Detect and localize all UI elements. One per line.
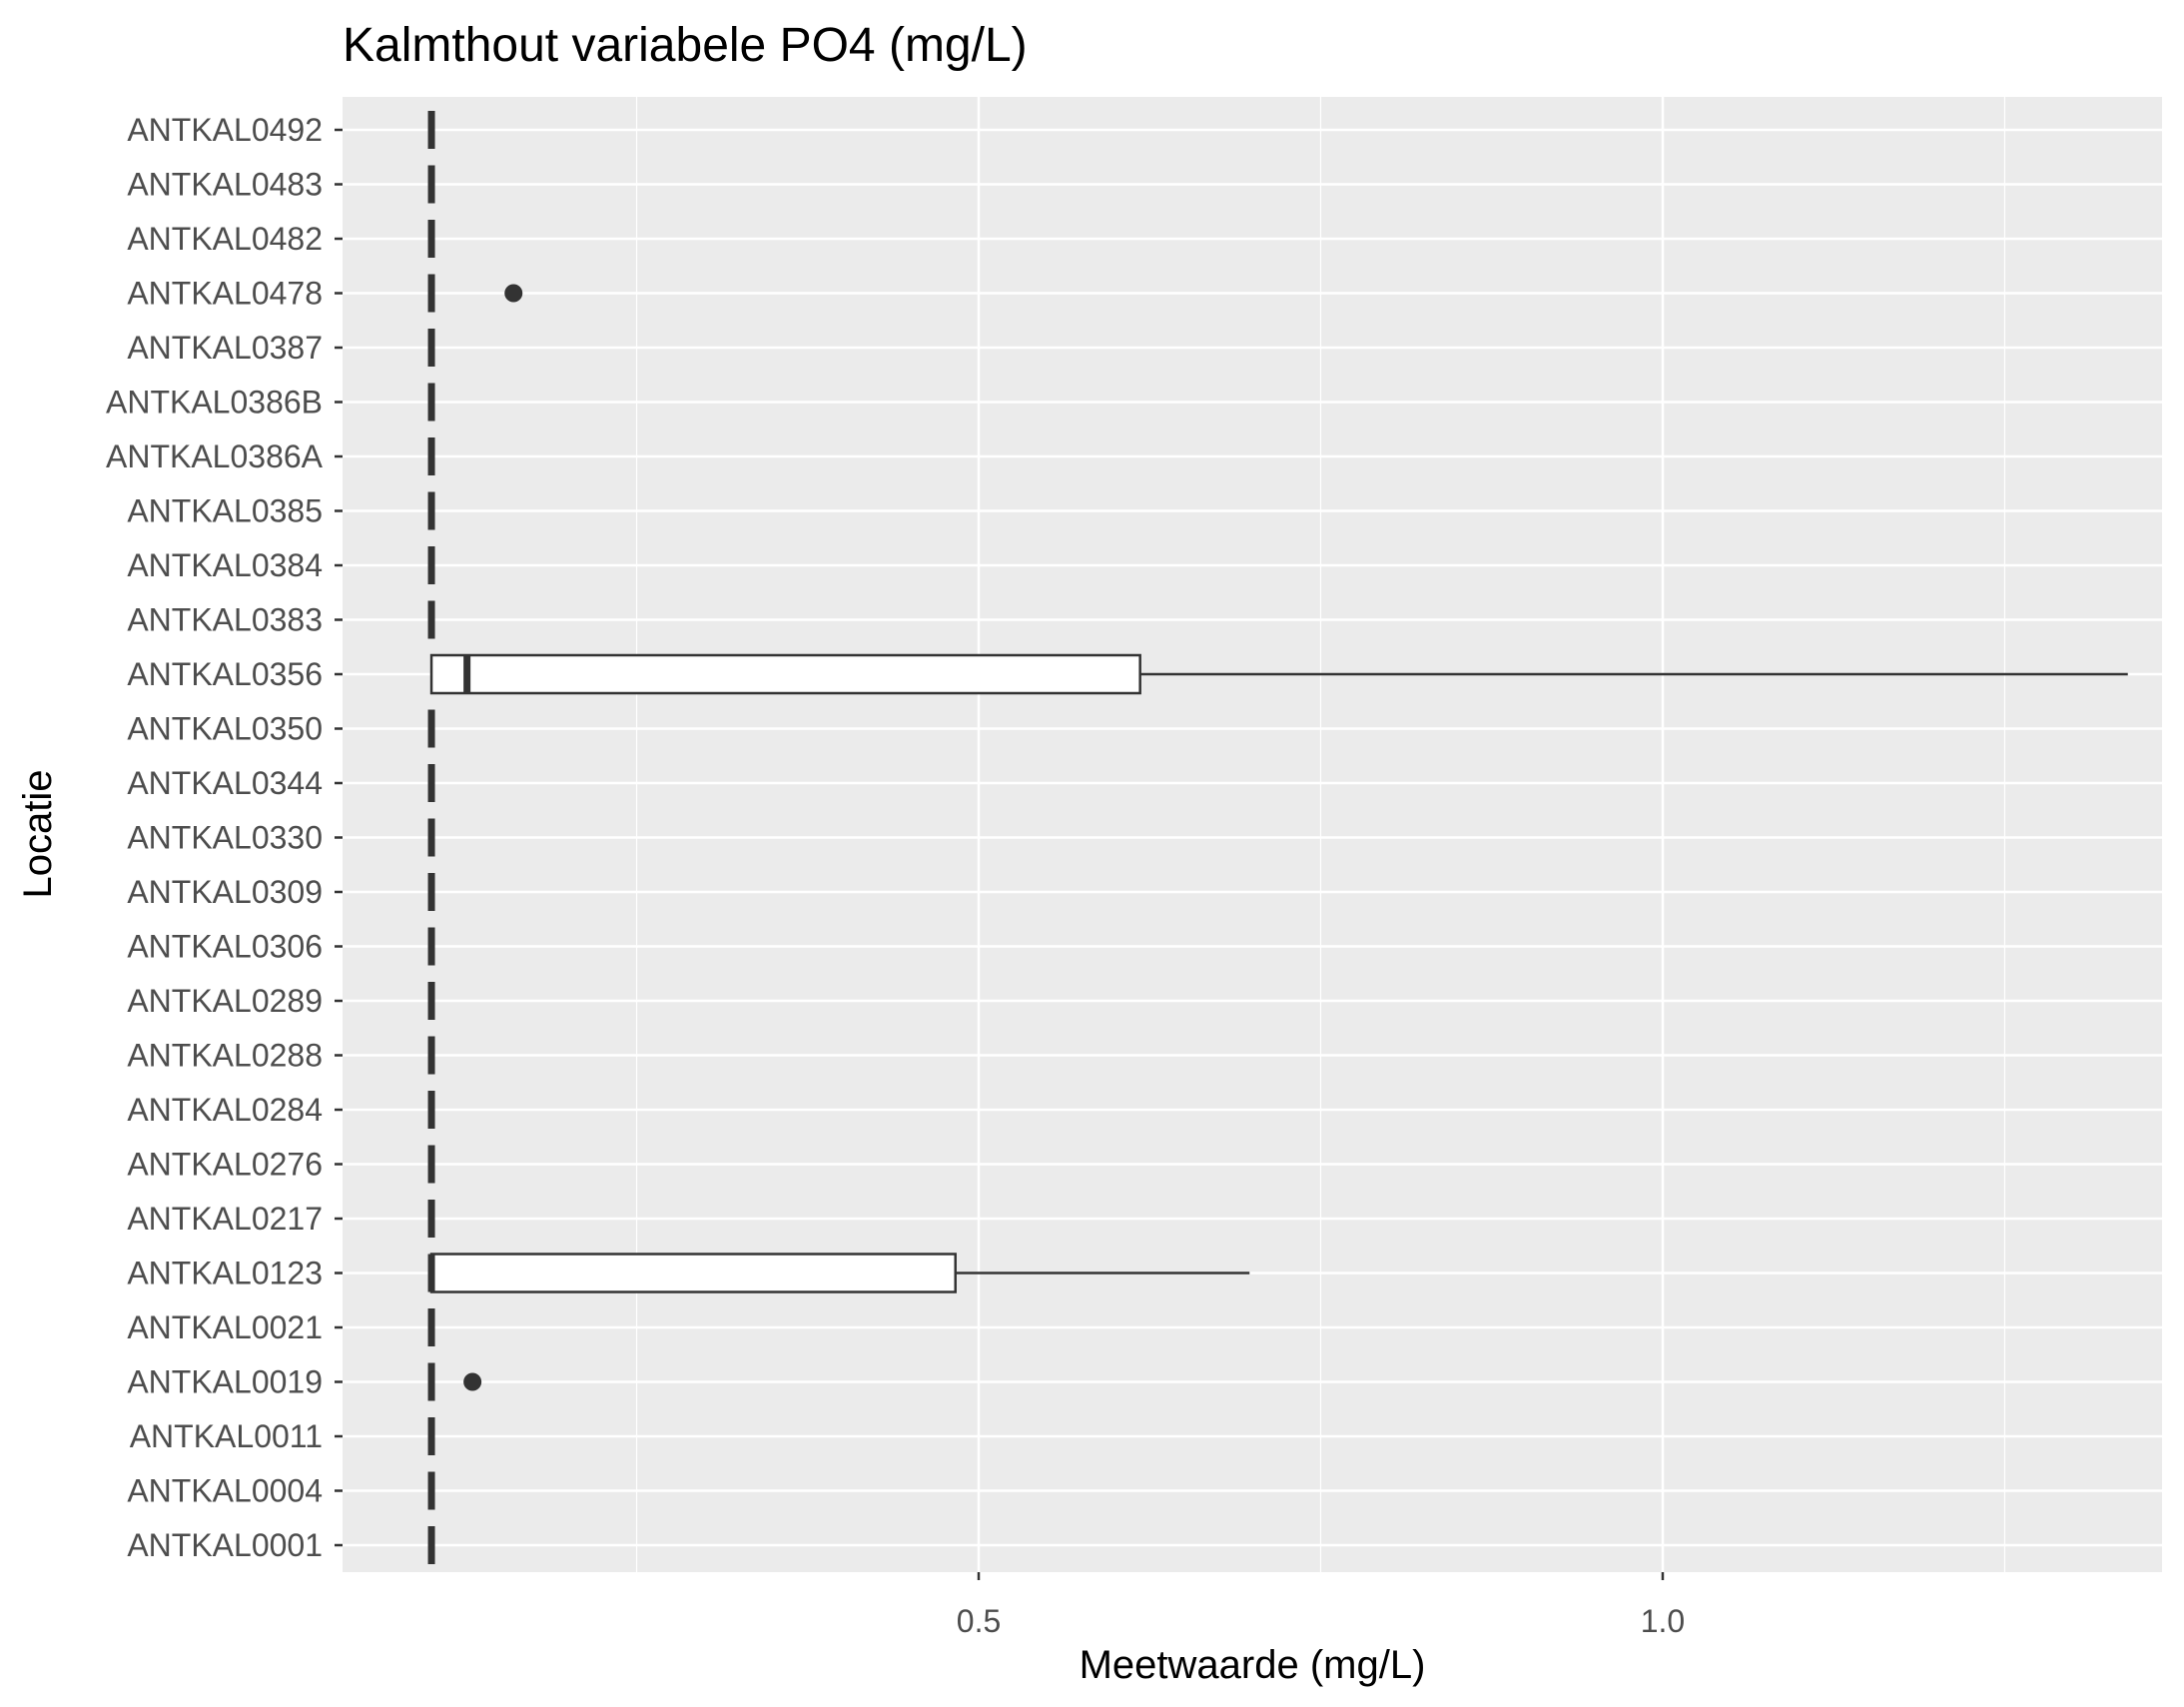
y-tick-label: ANTKAL0383 <box>127 602 323 638</box>
y-tick-label: ANTKAL0276 <box>127 1147 323 1183</box>
major-gridlines <box>343 97 2162 1572</box>
y-axis-ticks: ANTKAL0492 ANTKAL0483 ANTKAL0482 ANTKAL0478… <box>106 112 343 1563</box>
y-tick-label: ANTKAL0306 <box>127 929 323 965</box>
chart-title: Kalmthout variabele PO4 (mg/L) <box>343 19 1028 72</box>
plot-panel <box>343 97 2162 1572</box>
y-tick-label: ANTKAL0001 <box>127 1527 323 1563</box>
outlier-point <box>463 1372 482 1391</box>
y-tick-label: ANTKAL0387 <box>127 330 323 366</box>
y-tick-label: ANTKAL0217 <box>127 1201 323 1237</box>
y-tick-label: ANTKAL0021 <box>127 1309 323 1345</box>
y-tick-label: ANTKAL0478 <box>127 276 323 312</box>
y-tick-label: ANTKAL0019 <box>127 1364 323 1400</box>
y-tick-label: ANTKAL0330 <box>127 820 323 856</box>
y-tick-label: ANTKAL0386A <box>106 438 324 474</box>
y-tick-label: ANTKAL0289 <box>127 983 323 1019</box>
y-axis-title: Locatie <box>16 770 60 899</box>
y-tick-label: ANTKAL0384 <box>127 547 323 583</box>
outlier-point <box>504 284 523 303</box>
y-tick-label: ANTKAL0123 <box>127 1256 323 1291</box>
x-axis-title: Meetwaarde (mg/L) <box>1080 1643 1426 1687</box>
box <box>429 1253 957 1293</box>
y-tick-label: ANTKAL0482 <box>127 221 323 257</box>
x-tick-label: 0.5 <box>957 1603 1001 1639</box>
y-tick-label: ANTKAL0309 <box>127 874 323 910</box>
y-tick-label: ANTKAL0344 <box>127 765 323 801</box>
boxplot-marks <box>427 111 2128 1564</box>
y-tick-label: ANTKAL0483 <box>127 167 323 203</box>
y-tick-label: ANTKAL0356 <box>127 656 323 692</box>
y-tick-label: ANTKAL0350 <box>127 711 323 747</box>
y-tick-label: ANTKAL0386B <box>106 385 323 421</box>
y-tick-label: ANTKAL0385 <box>127 493 323 529</box>
x-axis-ticks: 0.5 1.0 <box>957 1572 1685 1639</box>
x-tick-label: 1.0 <box>1641 1603 1685 1639</box>
box <box>429 653 1141 695</box>
y-tick-label: ANTKAL0004 <box>127 1473 323 1509</box>
y-tick-label: ANTKAL0288 <box>127 1038 323 1074</box>
y-tick-label: ANTKAL0011 <box>130 1418 323 1454</box>
y-tick-label: ANTKAL0492 <box>127 112 323 148</box>
y-tick-label: ANTKAL0284 <box>127 1092 323 1128</box>
